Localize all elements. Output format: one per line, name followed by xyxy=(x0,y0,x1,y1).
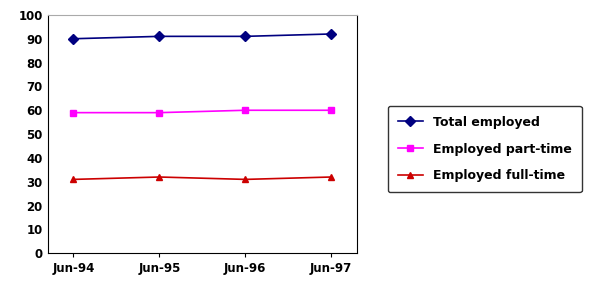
Employed part-time xyxy=(242,108,249,112)
Employed part-time xyxy=(70,111,77,114)
Employed part-time xyxy=(328,108,335,112)
Employed full-time xyxy=(328,175,335,179)
Employed full-time xyxy=(156,175,163,179)
Total employed xyxy=(70,37,77,41)
Employed full-time xyxy=(242,178,249,181)
Employed full-time xyxy=(70,178,77,181)
Total employed xyxy=(156,35,163,38)
Total employed xyxy=(328,32,335,36)
Legend: Total employed, Employed part-time, Employed full-time: Total employed, Employed part-time, Empl… xyxy=(388,106,582,192)
Line: Employed full-time: Employed full-time xyxy=(70,173,335,183)
Total employed xyxy=(242,35,249,38)
Line: Employed part-time: Employed part-time xyxy=(70,107,335,116)
Line: Total employed: Total employed xyxy=(70,30,335,42)
Employed part-time xyxy=(156,111,163,114)
